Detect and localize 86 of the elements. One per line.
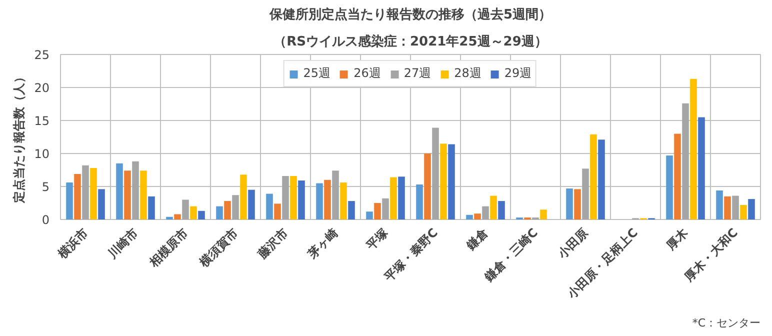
bar [348,201,355,220]
bar [498,201,505,220]
bar [198,210,205,220]
bar [98,189,105,220]
y-tick-label: 10 [34,147,50,161]
legend-label: 25週 [303,65,331,82]
bar [182,200,189,220]
bar [490,196,497,220]
bar [574,189,581,220]
bar [90,168,97,220]
bar [590,134,597,220]
bar [74,174,81,220]
y-tick-label: 0 [42,213,50,227]
legend-label: 27週 [404,65,432,82]
chart-title: 保健所別定点当たり報告数の推移（過去5週間） [268,6,552,22]
bar [382,198,389,220]
y-axis-title: 定点当たり報告数（人） [12,71,26,204]
bar [398,176,405,220]
bar [216,206,223,220]
bar [424,154,431,220]
bar [148,196,155,220]
bar [540,210,547,220]
bar [716,190,723,220]
bar [290,176,297,220]
bar [298,180,305,220]
bar [374,203,381,220]
x-tick-label: 茅ヶ崎 [304,226,340,262]
x-tick-label: 小田原 [554,226,590,262]
bar [440,144,447,220]
bar [340,182,347,220]
legend-label: 28週 [454,65,482,82]
bar [674,134,681,220]
bar [682,103,689,220]
x-tick-label: 横須賀市 [196,226,240,270]
bar [224,201,231,220]
bar [174,214,181,220]
y-tick-label: 20 [34,81,50,95]
bar [124,170,131,220]
bar [332,170,339,220]
x-tick-label: 鎌倉 [462,224,492,254]
bar [316,183,323,220]
bar [748,199,755,220]
bar [274,204,281,220]
bar [82,165,89,220]
bar [698,117,705,220]
bar [132,161,139,220]
bar [598,140,605,220]
text: *C：センター [692,316,761,330]
x-tick-label: 川崎市 [104,226,140,262]
bar [740,204,747,220]
y-tick-label: 25 [34,48,50,62]
bar [282,176,289,220]
bar [474,214,481,220]
bar [166,216,173,220]
bar [582,168,589,220]
bar [566,188,573,220]
bar [432,128,439,220]
bar [466,214,473,220]
bar [240,174,247,220]
bar [390,177,397,220]
bar [448,144,455,220]
bar [724,196,731,220]
y-tick-label: 15 [34,114,50,128]
bar [732,196,739,220]
bar [690,78,697,220]
x-tick-label: 相模原市 [146,226,190,270]
bar [324,180,331,220]
bar [416,184,423,220]
bar [248,190,255,220]
x-tick-label: 横浜市 [54,226,90,262]
y-tick-label: 5 [42,180,50,194]
x-tick-label: 厚木 [662,224,692,254]
bar [232,195,239,220]
bar [190,206,197,220]
bar [366,212,373,220]
x-tick-label: 藤沢市 [254,226,290,262]
legend-label: 26週 [354,65,381,82]
legend-label: 29週 [504,65,532,82]
chart-subtitle: （RSウイルス感染症：2021年25週～29週） [274,34,548,50]
bar [140,170,147,220]
bar [482,206,489,220]
bar [666,155,673,220]
bar [116,163,123,220]
x-tick-label: 平塚 [362,224,392,254]
bar [266,194,273,220]
bar [66,182,73,220]
